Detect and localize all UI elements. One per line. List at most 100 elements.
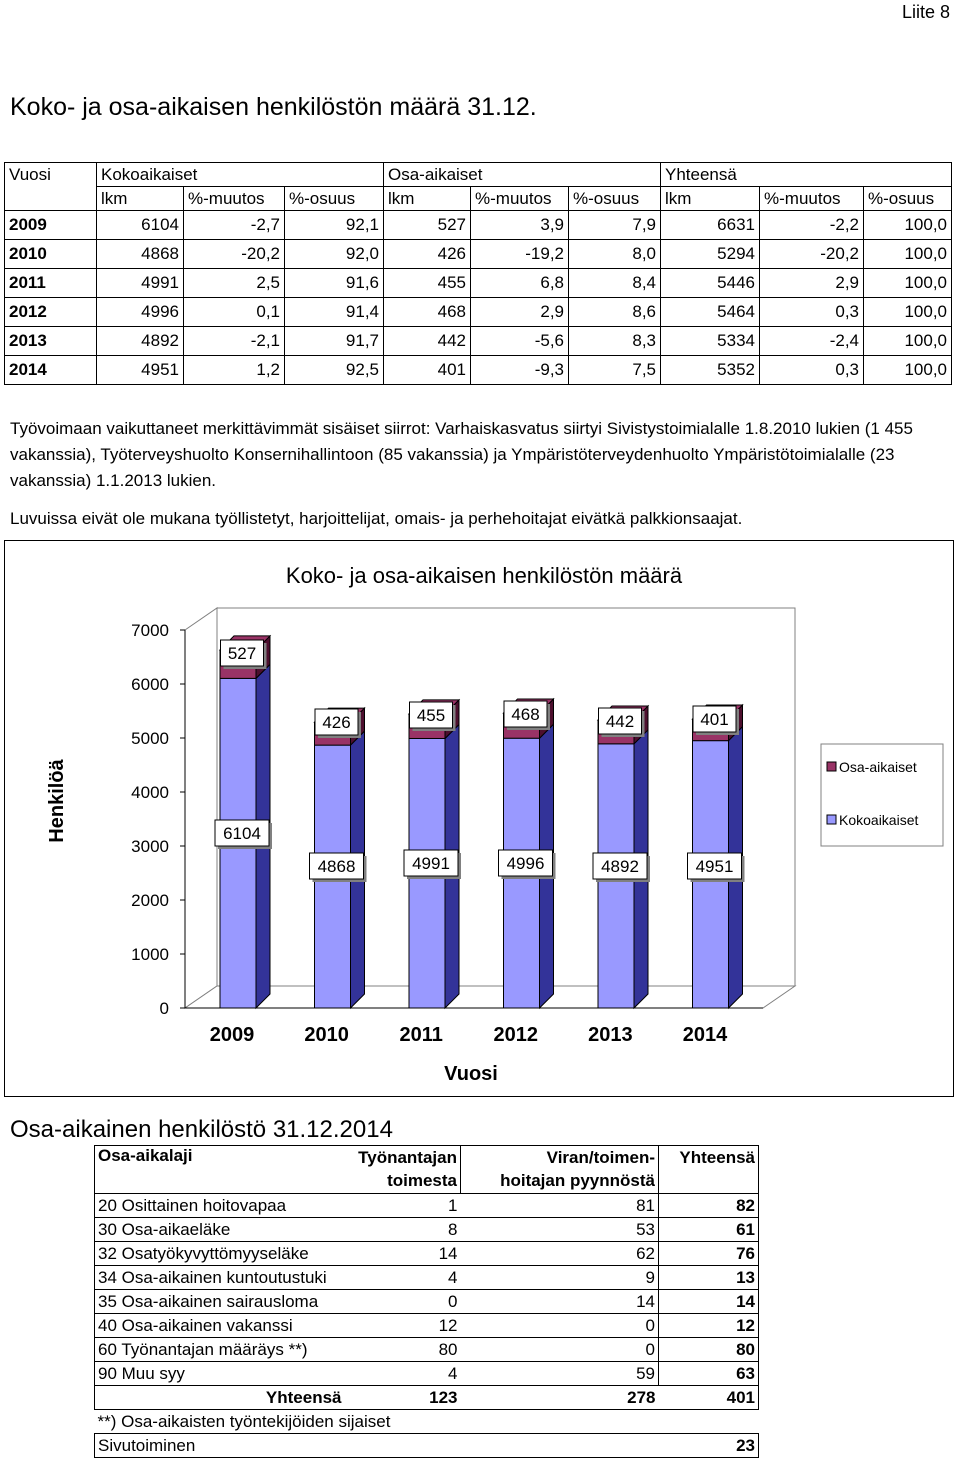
- value-cell: -19,2: [470, 239, 569, 269]
- header-group-full-time: Kokoaikaiset: [96, 162, 384, 187]
- legend-swatch: [826, 814, 837, 825]
- value-cell: 12: [344, 1313, 461, 1338]
- value-cell: 6104: [96, 210, 184, 240]
- value-cell: 0,3: [759, 297, 864, 327]
- value-cell: -9,3: [470, 355, 569, 385]
- value-cell: 100,0: [863, 355, 952, 385]
- data-label-kokoaikaiset-box: [687, 852, 742, 880]
- subheader-cell: lkm: [383, 186, 471, 211]
- total-cell: 12: [658, 1313, 759, 1338]
- value-cell: 14: [344, 1241, 461, 1266]
- type-cell: 40 Osa-aikainen vakanssi: [94, 1313, 345, 1338]
- value-cell: 4996: [96, 297, 184, 327]
- chart-side-wall: [184, 607, 218, 1009]
- x-tick-label: 2011: [400, 1024, 443, 1046]
- header-group-total: Yhteensä: [660, 162, 952, 187]
- type-cell: 32 Osatyökyvyttömyyseläke: [94, 1241, 345, 1266]
- header-year-blank: [4, 186, 97, 211]
- table-row: 2014 4951 1,2 92,5 401 -9,3 7,5 5352 0,3 100,0: [4, 355, 952, 385]
- value-cell: 2,5: [183, 268, 285, 298]
- value-cell: 91,7: [284, 326, 384, 356]
- value-cell: 92,1: [284, 210, 384, 240]
- value-cell: 0: [344, 1289, 461, 1314]
- value-cell: 59: [460, 1361, 659, 1386]
- value-cell: 8,0: [568, 239, 661, 269]
- year-cell: 2012: [4, 297, 97, 327]
- total-cell: 82: [658, 1193, 759, 1218]
- value-cell: 91,6: [284, 268, 384, 298]
- header-total-blank: [658, 1169, 759, 1194]
- data-label-osa-aikaiset: 401: [700, 710, 728, 729]
- type-cell: 30 Osa-aikaeläke: [94, 1217, 345, 1242]
- subheader-cell: %-osuus: [568, 186, 661, 211]
- value-cell: 5294: [660, 239, 760, 269]
- value-cell: 62: [460, 1241, 659, 1266]
- value-cell: 8,3: [568, 326, 661, 356]
- value-cell: 7,5: [568, 355, 661, 385]
- y-tick-label: 3000: [131, 837, 169, 856]
- value-cell: 455: [383, 268, 471, 298]
- value-cell: 92,5: [284, 355, 384, 385]
- total-cell: 14: [658, 1289, 759, 1314]
- value-cell: -2,7: [183, 210, 285, 240]
- data-label-osa-aikaiset-box: [314, 708, 359, 736]
- value-cell: 100,0: [863, 297, 952, 327]
- part-time-row: 40 Osa-aikainen vakanssi 12 0 12: [94, 1313, 759, 1338]
- footnote: **) Osa-aikaisten työntekijöiden sijaise…: [97, 1411, 391, 1431]
- y-tick-label: 1000: [131, 945, 169, 964]
- value-cell: 0: [460, 1313, 659, 1338]
- x-tick-label: 2009: [210, 1024, 255, 1046]
- subheader-cell: %-osuus: [284, 186, 384, 211]
- value-cell: 2,9: [759, 268, 864, 298]
- year-cell: 2010: [4, 239, 97, 269]
- table-header-row: Vuosi Kokoaikaiset Osa-aikaiset Yhteensä: [4, 162, 952, 187]
- side-job-blank: [344, 1433, 461, 1458]
- legend-label: Osa-aikaiset: [839, 759, 917, 775]
- header-type: Osa-aikalaji: [94, 1145, 345, 1170]
- data-label-osa-aikaiset-box: [220, 639, 264, 667]
- value-cell: 2,9: [470, 297, 569, 327]
- part-time-row: 30 Osa-aikaeläke 8 53 61: [94, 1217, 759, 1242]
- side-job-value: 23: [658, 1433, 759, 1458]
- year-cell: 2009: [4, 210, 97, 240]
- header-request-line2: hoitajan pyynnöstä: [460, 1169, 659, 1194]
- value-cell: 4892: [96, 326, 184, 356]
- data-label-kokoaikaiset-box: [592, 852, 648, 880]
- value-cell: 9: [460, 1265, 659, 1290]
- value-cell: 100,0: [863, 326, 952, 356]
- part-time-row: 32 Osatyökyvyttömyyseläke 14 62 76: [94, 1241, 759, 1266]
- value-cell: 53: [460, 1217, 659, 1242]
- data-label-kokoaikaiset: 4868: [318, 857, 356, 876]
- exclusions-note: Luvuissa eivät ole mukana työllistetyt, …: [10, 509, 743, 528]
- total-all: 401: [658, 1385, 759, 1410]
- subheader-cell: %-osuus: [863, 186, 952, 211]
- y-tick-label: 5000: [131, 729, 169, 748]
- header-employer-line1: Työnantajan: [344, 1145, 461, 1170]
- data-label-osa-aikaiset-box: [692, 705, 737, 733]
- type-cell: 20 Osittainen hoitovapaa: [94, 1193, 345, 1218]
- value-cell: 91,4: [284, 297, 384, 327]
- appendix-label: Liite 8: [901, 2, 950, 22]
- part-time-title: Osa-aikainen henkilöstö 31.12.2014: [10, 1116, 393, 1143]
- legend-label: Kokoaikaiset: [839, 812, 918, 828]
- data-label-osa-aikaiset-box: [503, 700, 548, 728]
- value-cell: 0: [460, 1337, 659, 1362]
- value-cell: 401: [383, 355, 471, 385]
- value-cell: 4: [344, 1265, 461, 1290]
- part-time-table: Osa-aikalaji Työnantajan Viran/toimen- Y…: [94, 1145, 759, 1458]
- value-cell: 4: [344, 1361, 461, 1386]
- value-cell: 5446: [660, 268, 760, 298]
- data-label-osa-aikaiset: 468: [511, 705, 539, 724]
- data-label-osa-aikaiset: 455: [417, 706, 445, 725]
- data-label-kokoaikaiset-box: [214, 819, 270, 847]
- side-job-label: Sivutoiminen: [94, 1433, 345, 1458]
- x-tick-label: 2012: [494, 1024, 539, 1046]
- data-label-kokoaikaiset: 4951: [696, 857, 734, 876]
- table-row: 2011 4991 2,5 91,6 455 6,8 8,4 5446 2,9 100,0: [4, 268, 952, 298]
- part-time-header-row-1: Osa-aikalaji Työnantajan Viran/toimen- Y…: [94, 1145, 759, 1170]
- value-cell: 8,4: [568, 268, 661, 298]
- year-cell: 2014: [4, 355, 97, 385]
- data-label-kokoaikaiset-box: [403, 849, 459, 877]
- table-subheader-row: lkm %-muutos %-osuus lkm %-muutos %-osuu…: [4, 186, 952, 211]
- headcount-table: Vuosi Kokoaikaiset Osa-aikaiset Yhteensä…: [4, 162, 952, 385]
